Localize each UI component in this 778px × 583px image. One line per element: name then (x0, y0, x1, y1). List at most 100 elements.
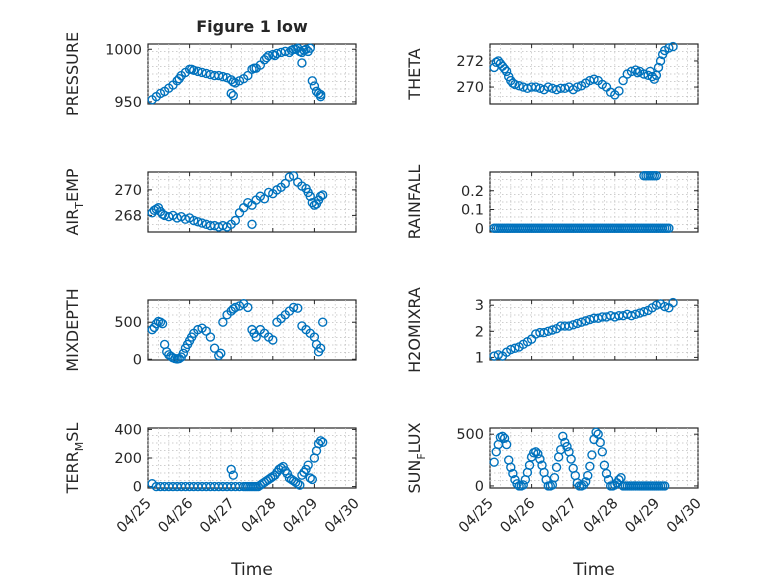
pressure-ytick-label: 950 (114, 95, 142, 111)
figure-title: Figure 1 low (196, 17, 308, 36)
air_temp-data-point (263, 187, 274, 198)
pressure-data-point (272, 48, 282, 59)
terr_msl-ytick-label: 400 (114, 422, 142, 438)
theta-data-point (653, 62, 664, 73)
h2omixra-data-point (547, 325, 558, 335)
mixdepth-data-point (205, 332, 216, 342)
sun_flux-data-point (551, 462, 562, 473)
pressure-data-point (193, 66, 203, 77)
pressure-data-point (305, 43, 315, 53)
mixdepth-data-point (151, 319, 162, 329)
theta-ytick-label: 270 (456, 80, 484, 96)
air_temp-data-point (247, 219, 257, 230)
mixdepth-data-point (216, 348, 226, 359)
theta-data-point (630, 65, 641, 75)
h2omixra-data-point (660, 301, 670, 312)
mixdepth-data-point (157, 319, 168, 329)
h2omixra-data-point (510, 343, 520, 353)
air_temp-data-point (189, 215, 199, 226)
theta-data-point (618, 75, 628, 86)
pressure-data-point (228, 90, 238, 101)
pressure-data-point (307, 76, 318, 86)
pressure-data-point (297, 58, 307, 68)
sun_flux-ytick-label: 500 (456, 427, 484, 443)
pressure-data-point (226, 88, 236, 99)
h2omixra-data-point (572, 318, 583, 329)
h2omixra-ytick-label: 3 (475, 298, 484, 314)
x-axis-label-left: Time (230, 560, 273, 580)
pressure-data-point (214, 70, 224, 81)
rainfall-ytick-label: 0.2 (461, 184, 484, 200)
theta-ytick-label: 272 (456, 54, 484, 70)
terr_msl-data-point (305, 473, 315, 483)
air_temp-data-point (288, 171, 299, 181)
sun_flux-data-point (587, 450, 597, 460)
sun_flux-xtick-label: 04/30 (664, 496, 705, 537)
mixdepth-data-point (318, 317, 328, 327)
pressure-data-point (189, 65, 199, 76)
mixdepth-data-point (293, 303, 303, 313)
pressure-data-point (201, 68, 211, 79)
air_temp-panel: 268 270 AIRTEMP (63, 168, 357, 236)
sun_flux-data-point (580, 477, 591, 487)
x-axis-label-right: Time (572, 560, 615, 580)
sun_flux-data-point (489, 457, 499, 467)
pressure-data-point (243, 70, 253, 81)
air_temp-data-point (284, 172, 295, 182)
sun_flux-ylabel: SUNFLUX (405, 422, 428, 493)
air_temp-data-point (193, 217, 203, 227)
theta-data-point (614, 86, 624, 96)
sun_flux-xtick-label: 04/27 (539, 496, 580, 537)
pressure-panel: 950 1000 PRESSURE (63, 32, 357, 116)
air_temp-data-point (157, 209, 168, 219)
terr_msl-data-point (295, 480, 305, 490)
sun_flux-data-point (614, 475, 624, 485)
theta-data-point (510, 79, 520, 90)
air_temp-data-point (307, 197, 318, 208)
sun_flux-xtick-label: 04/26 (498, 496, 539, 537)
pressure-ylabel: PRESSURE (63, 32, 82, 116)
terr_msl-ytick-label: 200 (114, 451, 142, 467)
theta-data-point (632, 67, 643, 78)
terr_msl-xtick-label: 04/29 (280, 496, 321, 537)
rainfall-ytick-label: 0.1 (461, 203, 484, 219)
sun_flux-xtick-label: 04/29 (622, 496, 663, 537)
terr_msl-data-point (280, 466, 290, 476)
rainfall-panel: 0 0.1 0.2 RAINFALL (405, 165, 699, 240)
sun_flux-data-point (558, 431, 568, 441)
sun_flux-data-point (595, 437, 605, 448)
h2omixra-data-point (564, 321, 574, 331)
air_temp-data-point (315, 191, 326, 201)
mixdepth-data-point (218, 317, 228, 327)
pressure-data-point (280, 46, 290, 57)
terr_msl-xtick-label: 04/30 (322, 496, 363, 537)
terr_msl-data-point (318, 437, 328, 447)
h2omixra-data-point (635, 308, 645, 318)
terr_msl-xtick-label: 04/26 (156, 496, 197, 537)
sun_flux-ytick-label: 0 (475, 479, 484, 495)
sun_flux-data-point (531, 447, 541, 457)
sun_flux-data-point (549, 472, 560, 483)
h2omixra-data-point (539, 327, 549, 338)
terr_msl-data-point (299, 467, 309, 477)
sun_flux-data-point (616, 472, 626, 483)
theta-data-point (589, 74, 599, 84)
sun_flux-data-point (499, 433, 510, 444)
air_temp-ylabel: AIRTEMP (63, 168, 86, 235)
rainfall-ytick-label: 0 (475, 221, 484, 237)
theta-data-point (499, 64, 510, 74)
sun_flux-xtick-label: 04/25 (456, 496, 497, 537)
sun_flux-data-point (501, 439, 512, 450)
mixdepth-data-point (268, 335, 278, 345)
sun_flux-data-point (566, 454, 576, 464)
sun_flux-data-point (533, 449, 543, 459)
terr_msl-data-point (293, 479, 303, 489)
h2omixra-ytick-label: 2 (475, 324, 484, 340)
sun_flux-data-point (535, 454, 545, 464)
h2omixra-ylabel: H2OMIXRA (405, 287, 424, 373)
rainfall-ylabel: RAINFALL (405, 165, 424, 240)
theta-data-point (508, 78, 518, 88)
air_temp-data-point (280, 178, 290, 189)
pressure-data-point (315, 91, 326, 102)
